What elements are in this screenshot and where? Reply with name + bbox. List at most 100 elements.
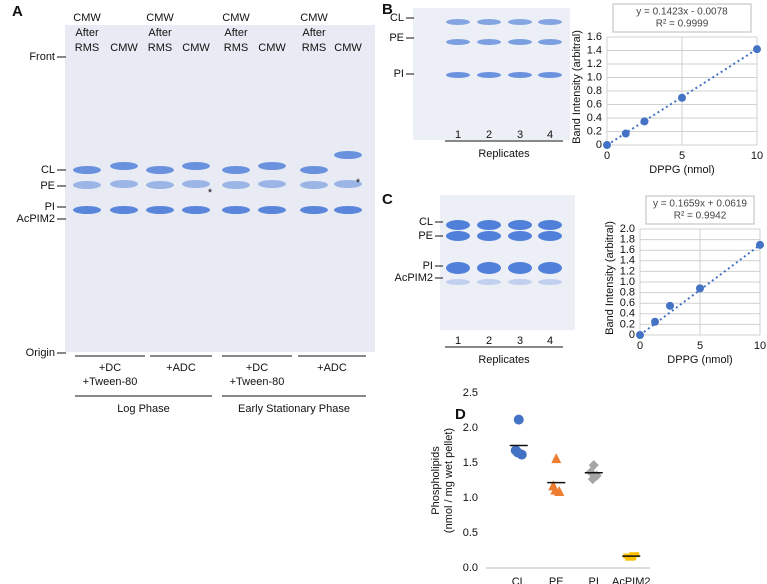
lane-header: CMW	[258, 42, 286, 54]
tlc-spot	[222, 166, 250, 174]
y-tick-label: 2.0	[463, 422, 478, 434]
data-point	[603, 141, 611, 149]
y-tick-label: 1.8	[620, 234, 635, 246]
tlc-spot	[538, 220, 562, 230]
y-tick-label: 1.4	[587, 44, 602, 56]
tlc-spot	[508, 279, 532, 285]
y-tick-label: 0.4	[620, 308, 635, 320]
tlc-spot	[110, 206, 138, 214]
band-label: CL	[390, 12, 404, 24]
tlc-spot	[182, 162, 210, 170]
y-tick-label: 1.6	[620, 244, 635, 256]
band-label: PI	[45, 201, 55, 213]
y-tick-label: 1.5	[463, 457, 478, 469]
band-label: AcPIM2	[16, 213, 55, 225]
tlc-spot	[222, 206, 250, 214]
tlc-spot	[446, 72, 470, 78]
y-tick-label: 0.8	[620, 287, 635, 299]
tlc-spot	[508, 19, 532, 25]
x-tick-label: 10	[751, 150, 763, 162]
tlc-spot	[182, 180, 210, 188]
tlc-spot	[300, 206, 328, 214]
tlc-spot	[508, 220, 532, 230]
asterisk: *	[208, 187, 213, 199]
lane-header: CMW	[73, 12, 101, 24]
tlc-spot	[146, 166, 174, 174]
band-label: Origin	[26, 347, 55, 359]
annotation: y = 0.1423x - 0.0078	[636, 7, 728, 18]
treatment-label: +DC	[99, 362, 121, 374]
lane-header: CMW	[300, 12, 328, 24]
y-tick-label: 0.4	[587, 112, 602, 124]
lane-number: 1	[455, 335, 461, 347]
tlc-spot	[258, 206, 286, 214]
x-axis-label: DPPG (nmol)	[649, 164, 714, 176]
lane-header: RMS	[75, 42, 99, 54]
y-tick-label: 0.2	[587, 125, 602, 137]
data-point	[625, 555, 636, 561]
y-tick-label: 0.6	[620, 297, 635, 309]
tlc-spot	[477, 19, 501, 25]
y-axis-label: (nmol / mg wet pellet)	[443, 428, 455, 533]
image-xlabel: Replicates	[478, 354, 530, 366]
lane-number: 2	[486, 335, 492, 347]
y-tick-label: 0.6	[587, 98, 602, 110]
lane-header: After	[75, 27, 99, 39]
tlc-spot	[477, 220, 501, 230]
tlc-spot	[446, 279, 470, 285]
y-tick-label: 1.2	[587, 58, 602, 70]
tlc-spot	[73, 181, 101, 189]
asterisk: *	[356, 177, 361, 189]
lane-header: After	[224, 27, 248, 39]
tlc-spot	[477, 279, 501, 285]
tlc-spot	[110, 162, 138, 170]
band-label: PI	[394, 68, 404, 80]
x-tick-label: 10	[754, 340, 766, 352]
lane-header: RMS	[302, 42, 326, 54]
x-tick-label: CL	[512, 576, 526, 584]
data-point	[513, 414, 524, 425]
band-label: PI	[423, 260, 433, 272]
tlc-spot	[110, 180, 138, 188]
phase-label: Log Phase	[117, 403, 170, 415]
x-tick-label: PE	[549, 576, 564, 584]
treatment-label: +ADC	[166, 362, 196, 374]
y-tick-label: 1.6	[587, 31, 602, 43]
tlc-spot	[538, 19, 562, 25]
band-label: Front	[29, 51, 55, 63]
data-point	[550, 484, 561, 495]
x-tick-label: PI	[589, 576, 599, 584]
y-tick-label: 1.0	[463, 492, 478, 504]
tlc-spot	[73, 206, 101, 214]
x-tick-label: 0	[637, 340, 643, 352]
tlc-spot	[334, 151, 362, 159]
tlc-spot	[538, 279, 562, 285]
data-point	[636, 331, 644, 339]
data-point	[587, 474, 598, 485]
lane-header: CMW	[110, 42, 138, 54]
data-point	[512, 447, 523, 458]
y-axis-label: Band Intensity (arbitral)	[604, 221, 616, 335]
treatment-label: +DC	[246, 362, 268, 374]
annotation-box	[612, 3, 752, 33]
panel-label: D	[455, 406, 466, 423]
band-label: CL	[419, 216, 433, 228]
tlc-spot	[446, 231, 470, 241]
y-tick-label: 2.0	[620, 223, 635, 235]
band-label: CL	[41, 164, 55, 176]
tlc-spot	[508, 262, 532, 274]
x-tick-label: AcPIM2	[612, 576, 651, 584]
x-tick-label: 5	[697, 340, 703, 352]
y-tick-label: 1.4	[620, 255, 635, 267]
tlc-spot	[146, 181, 174, 189]
band-label: AcPIM2	[394, 272, 433, 284]
y-tick-label: 1.2	[620, 265, 635, 277]
y-tick-label: 0.0	[463, 562, 478, 574]
tlc-spot	[222, 181, 250, 189]
y-tick-label: 0	[629, 329, 635, 341]
panel-label: B	[382, 1, 393, 18]
lane-header: After	[302, 27, 326, 39]
data-point	[640, 117, 649, 126]
annotation: R² = 0.9942	[674, 211, 727, 222]
